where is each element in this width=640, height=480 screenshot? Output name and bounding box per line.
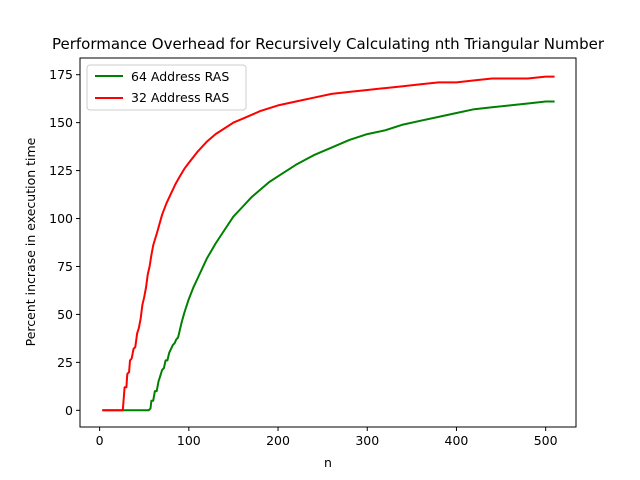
series-line-32-address-ras bbox=[102, 75, 555, 412]
y-tick-label: 150 bbox=[49, 115, 73, 130]
y-tick-label: 100 bbox=[49, 211, 73, 226]
plot-frame bbox=[79, 57, 577, 428]
series-line-64-address-ras bbox=[102, 100, 555, 412]
x-axis-label: n bbox=[324, 455, 332, 470]
y-tick-label: 50 bbox=[57, 307, 73, 322]
legend-box bbox=[86, 64, 247, 111]
legend-label-32: 32 Address RAS bbox=[131, 90, 229, 105]
y-tick-label: 125 bbox=[49, 163, 73, 178]
chart-title: Performance Overhead for Recursively Cal… bbox=[52, 35, 605, 53]
y-axis-label: Percent incrase in execution time bbox=[23, 137, 38, 346]
x-tick-label: 0 bbox=[96, 433, 104, 448]
series-layer bbox=[102, 75, 555, 412]
y-tick-label: 75 bbox=[57, 259, 73, 274]
ticks-layer: 0 100 200 300 400 500 0 25 50 75 100 125 150 175 bbox=[49, 67, 558, 448]
y-tick-label: 0 bbox=[65, 403, 73, 418]
x-tick-label: 400 bbox=[445, 433, 469, 448]
x-tick-label: 200 bbox=[266, 433, 290, 448]
x-tick-label: 500 bbox=[534, 433, 558, 448]
x-tick-label: 300 bbox=[355, 433, 379, 448]
legend: 64 Address RAS 32 Address RAS bbox=[86, 64, 247, 111]
legend-label-64: 64 Address RAS bbox=[131, 69, 229, 84]
y-tick-label: 175 bbox=[49, 67, 73, 82]
x-tick-label: 100 bbox=[177, 433, 201, 448]
y-tick-label: 25 bbox=[57, 355, 73, 370]
